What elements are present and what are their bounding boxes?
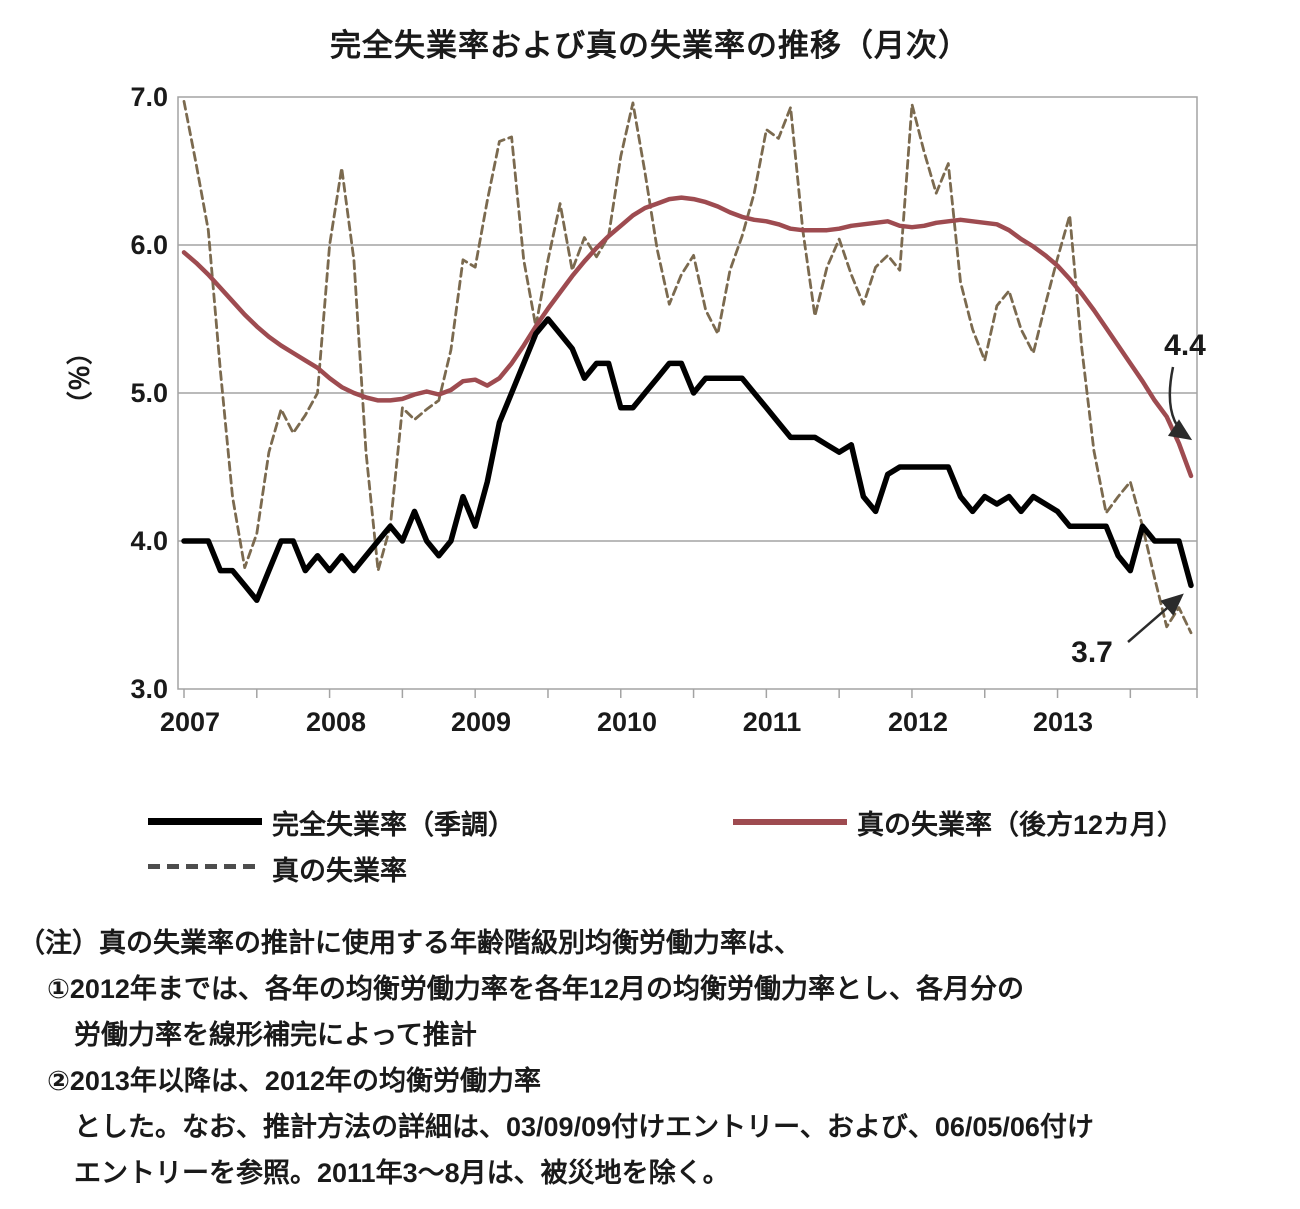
x-axis-label-2012: 2012: [887, 707, 949, 737]
footnote-line: 労働力率を線形補完によって推計: [74, 1020, 477, 1050]
legend-label-true-rate: 真の失業率: [272, 856, 407, 886]
x-axis-label-2009: 2009: [450, 707, 512, 737]
chart-canvas: 4.4 3.7: [177, 96, 1206, 698]
footnote-line: （注）真の失業率の推計に使用する年齢階級別均衡労働力率は、: [18, 928, 801, 958]
footnote-line: エントリーを参照。2011年3～8月は、被災地を除く。: [74, 1158, 730, 1188]
annotation-label: 4.4: [1164, 329, 1206, 362]
x-axis-label-2007: 2007: [159, 707, 221, 737]
x-axis-label-2008: 2008: [305, 707, 367, 737]
y-axis-tick-5: 5.0: [130, 378, 168, 408]
legend-swatch-unemployment-sa: [148, 818, 262, 825]
annotation-arrow: [1127, 593, 1184, 643]
annotation-arrow: [1167, 366, 1193, 441]
series-true-rate-trailing-12m: [181, 195, 1194, 479]
page-title: 完全失業率および真の失業率の推移（月次）: [330, 28, 970, 63]
series-true-rate: [182, 100, 1193, 635]
annotation-label: 3.7: [1071, 636, 1113, 669]
x-axis-label-2013: 2013: [1032, 707, 1094, 737]
footnote-line: とした。なお、推計方法の詳細は、03/09/09付けエントリー、および、06/0…: [74, 1112, 1094, 1142]
footnote-line: ①2012年までは、各年の均衡労働力率を各年12月の均衡労働力率とし、各月分の: [47, 974, 1024, 1004]
footnote-line: ②2013年以降は、2012年の均衡労働力率: [47, 1066, 541, 1096]
y-axis-tick-7: 7.0: [130, 82, 168, 112]
series-unemployment-sa: [181, 316, 1194, 603]
legend-label-unemployment-sa: 完全失業率（季調）: [272, 810, 515, 840]
legend-label-true-rate-12m: 真の失業率（後方12カ月）: [857, 810, 1185, 840]
footnotes: （注）真の失業率の推計に使用する年齢階級別均衡労働力率は、 ①2012年までは、…: [18, 920, 1290, 1196]
x-axis-label-2011: 2011: [742, 707, 802, 737]
y-axis-tick-3: 3.0: [130, 674, 168, 704]
x-axis-label-2010: 2010: [596, 707, 658, 737]
y-axis-tick-6: 6.0: [130, 230, 168, 260]
plot-border: [177, 96, 1198, 690]
legend-swatch-true-rate-12m: [733, 819, 847, 825]
legend-swatch-true-rate: [148, 864, 262, 869]
y-axis-tick-4: 4.0: [130, 526, 168, 556]
